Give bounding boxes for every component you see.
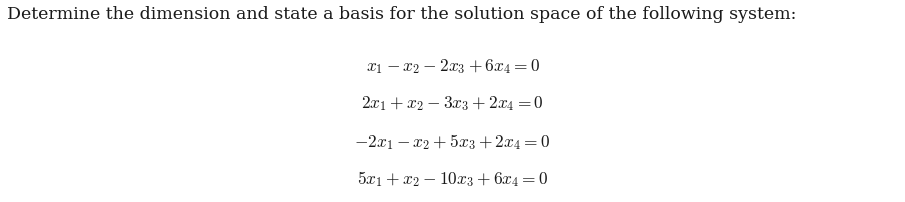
Text: $x_1 - x_2 - 2x_3 + 6x_4 = 0$: $x_1 - x_2 - 2x_3 + 6x_4 = 0$ xyxy=(366,57,539,75)
Text: $-2x_1 - x_2 + 5x_3 + 2x_4 = 0$: $-2x_1 - x_2 + 5x_3 + 2x_4 = 0$ xyxy=(355,131,550,151)
Text: $2x_1 + x_2 - 3x_3 + 2x_4 = 0$: $2x_1 + x_2 - 3x_3 + 2x_4 = 0$ xyxy=(361,94,544,113)
Text: Determine the dimension and state a basis for the solution space of the followin: Determine the dimension and state a basi… xyxy=(7,6,796,23)
Text: $5x_1 + x_2 - 10x_3 + 6x_4 = 0$: $5x_1 + x_2 - 10x_3 + 6x_4 = 0$ xyxy=(357,169,548,188)
